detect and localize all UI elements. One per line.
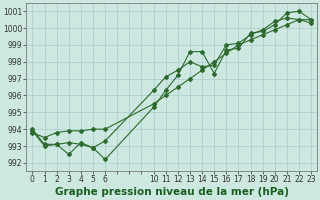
X-axis label: Graphe pression niveau de la mer (hPa): Graphe pression niveau de la mer (hPa) xyxy=(55,187,289,197)
